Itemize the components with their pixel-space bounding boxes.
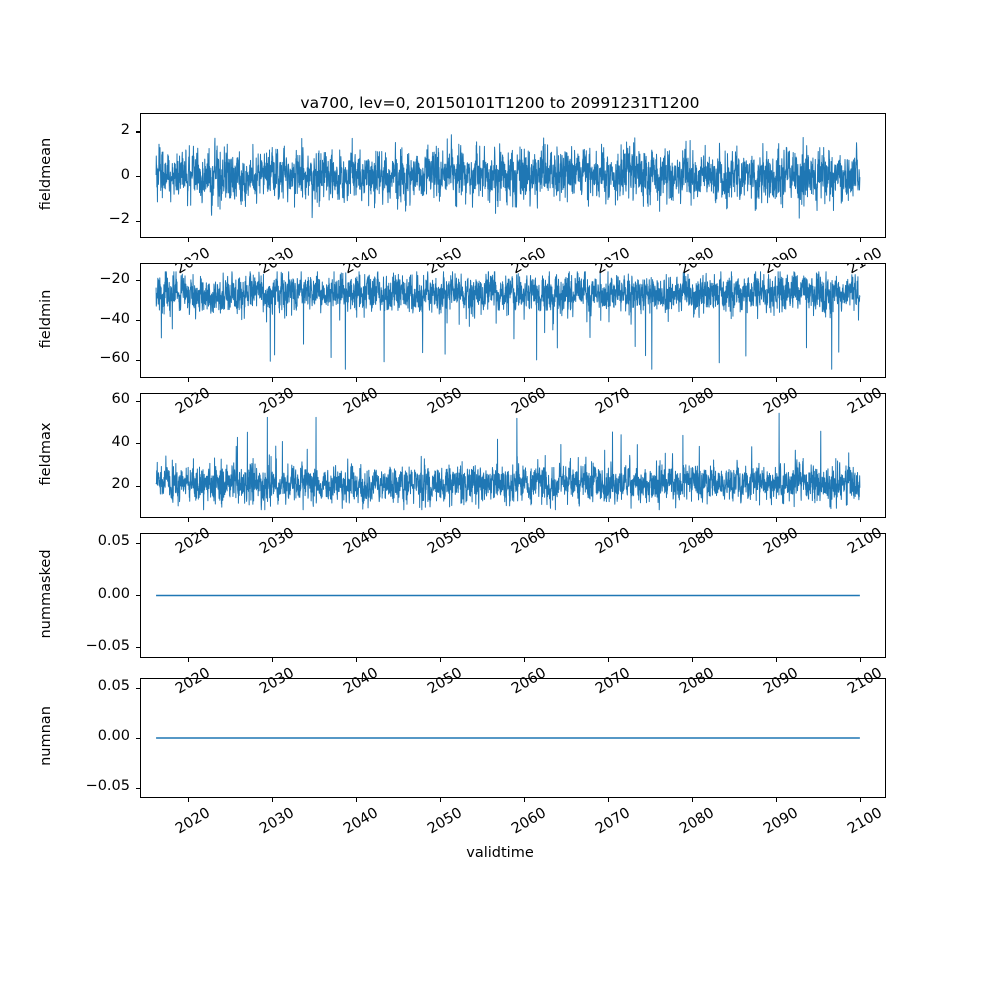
- x-tick-mark: [356, 518, 358, 522]
- x-tick-mark: [692, 658, 694, 662]
- x-tick-mark: [608, 518, 610, 522]
- x-tick-mark: [440, 518, 442, 522]
- x-tick-mark: [272, 518, 274, 522]
- y-tick-mark: [136, 280, 140, 282]
- x-tick-mark: [692, 518, 694, 522]
- x-tick-mark: [524, 518, 526, 522]
- x-tick-mark: [440, 378, 442, 382]
- x-tick-mark: [188, 238, 190, 242]
- x-tick-mark: [860, 518, 862, 522]
- x-tick-mark: [356, 238, 358, 242]
- x-tick-mark: [776, 378, 778, 382]
- x-tick-mark: [188, 658, 190, 662]
- y-tick-mark: [136, 220, 140, 222]
- y-tick-label-fieldmax: 40: [111, 433, 130, 450]
- x-tick-mark: [860, 378, 862, 382]
- y-tick-mark: [136, 687, 140, 689]
- x-tick-mark: [272, 378, 274, 382]
- y-tick-mark: [136, 787, 140, 789]
- x-tick-mark: [692, 238, 694, 242]
- x-tick-mark: [776, 798, 778, 802]
- plot-panel-fieldmin: [140, 263, 886, 378]
- y-tick-mark: [136, 595, 140, 597]
- x-tick-mark: [692, 798, 694, 802]
- data-series-fieldmin: [155, 271, 861, 370]
- y-tick-mark: [136, 485, 140, 487]
- series-canvas-fieldmean: [155, 134, 861, 219]
- y-tick-mark: [136, 320, 140, 322]
- x-tick-mark: [272, 798, 274, 802]
- figure-title: va700, lev=0, 20150101T1200 to 20991231T…: [300, 94, 700, 112]
- x-tick-mark: [776, 518, 778, 522]
- x-tick-mark: [524, 798, 526, 802]
- y-tick-label-fieldmean: −2: [108, 211, 130, 228]
- x-tick-mark: [860, 238, 862, 242]
- label-clip-strip: [0, 260, 1000, 263]
- y-tick-label-numnan: −0.05: [85, 778, 130, 794]
- y-tick-label-nummasked: 0.05: [97, 533, 130, 550]
- y-tick-label-numnan: 0.05: [97, 678, 130, 694]
- y-tick-label-fieldmax: 60: [111, 391, 130, 408]
- x-tick-mark: [188, 378, 190, 382]
- y-tick-mark: [136, 737, 140, 739]
- x-tick-mark: [524, 378, 526, 382]
- x-tick-mark: [860, 658, 862, 662]
- series-canvas-fieldmax: [155, 412, 861, 511]
- y-tick-label-nummasked: 0.00: [97, 585, 130, 602]
- y-tick-label-fieldmax: 20: [111, 476, 130, 493]
- x-tick-mark: [524, 658, 526, 662]
- x-tick-mark: [188, 798, 190, 802]
- x-tick-mark: [776, 658, 778, 662]
- y-tick-mark: [136, 443, 140, 445]
- data-series-fieldmean: [155, 134, 861, 219]
- x-tick-mark: [608, 658, 610, 662]
- plot-panel-numnan: [140, 678, 886, 798]
- x-tick-mark: [692, 378, 694, 382]
- x-axis-label: validtime: [466, 845, 534, 861]
- y-tick-label-fieldmin: −20: [99, 270, 130, 287]
- x-tick-mark: [356, 658, 358, 662]
- plot-panel-fieldmean: [140, 113, 886, 238]
- series-canvas-fieldmin: [155, 271, 861, 370]
- y-tick-label-fieldmin: −40: [99, 310, 130, 327]
- x-tick-mark: [188, 518, 190, 522]
- x-tick-mark: [860, 798, 862, 802]
- y-tick-label-nummasked: −0.05: [85, 637, 130, 654]
- x-tick-mark: [608, 798, 610, 802]
- y-axis-label-numnan: numnan: [38, 706, 54, 766]
- y-tick-label-numnan: 0.00: [97, 728, 130, 744]
- x-tick-mark: [356, 378, 358, 382]
- x-tick-mark: [440, 658, 442, 662]
- x-tick-mark: [440, 238, 442, 242]
- y-tick-label-fieldmean: 0: [120, 166, 130, 183]
- series-canvas-numnan: [155, 737, 861, 739]
- x-tick-mark: [776, 238, 778, 242]
- y-tick-mark: [136, 542, 140, 544]
- plot-panel-nummasked: [140, 533, 886, 658]
- y-tick-mark: [136, 176, 140, 178]
- y-tick-mark: [136, 400, 140, 403]
- x-tick-mark: [608, 378, 610, 382]
- y-tick-mark: [136, 131, 140, 133]
- x-tick-mark: [272, 238, 274, 242]
- x-tick-mark: [524, 238, 526, 242]
- plot-panel-fieldmax: [140, 393, 886, 518]
- series-canvas-nummasked: [155, 594, 861, 597]
- y-tick-mark: [136, 647, 140, 649]
- x-tick-mark: [356, 798, 358, 802]
- x-tick-mark: [272, 658, 274, 662]
- data-series-fieldmax: [155, 412, 861, 511]
- x-tick-mark: [440, 798, 442, 802]
- y-tick-label-fieldmin: −60: [99, 350, 130, 367]
- y-tick-label-fieldmean: 2: [120, 121, 130, 138]
- y-tick-mark: [136, 359, 140, 361]
- x-tick-mark: [608, 238, 610, 242]
